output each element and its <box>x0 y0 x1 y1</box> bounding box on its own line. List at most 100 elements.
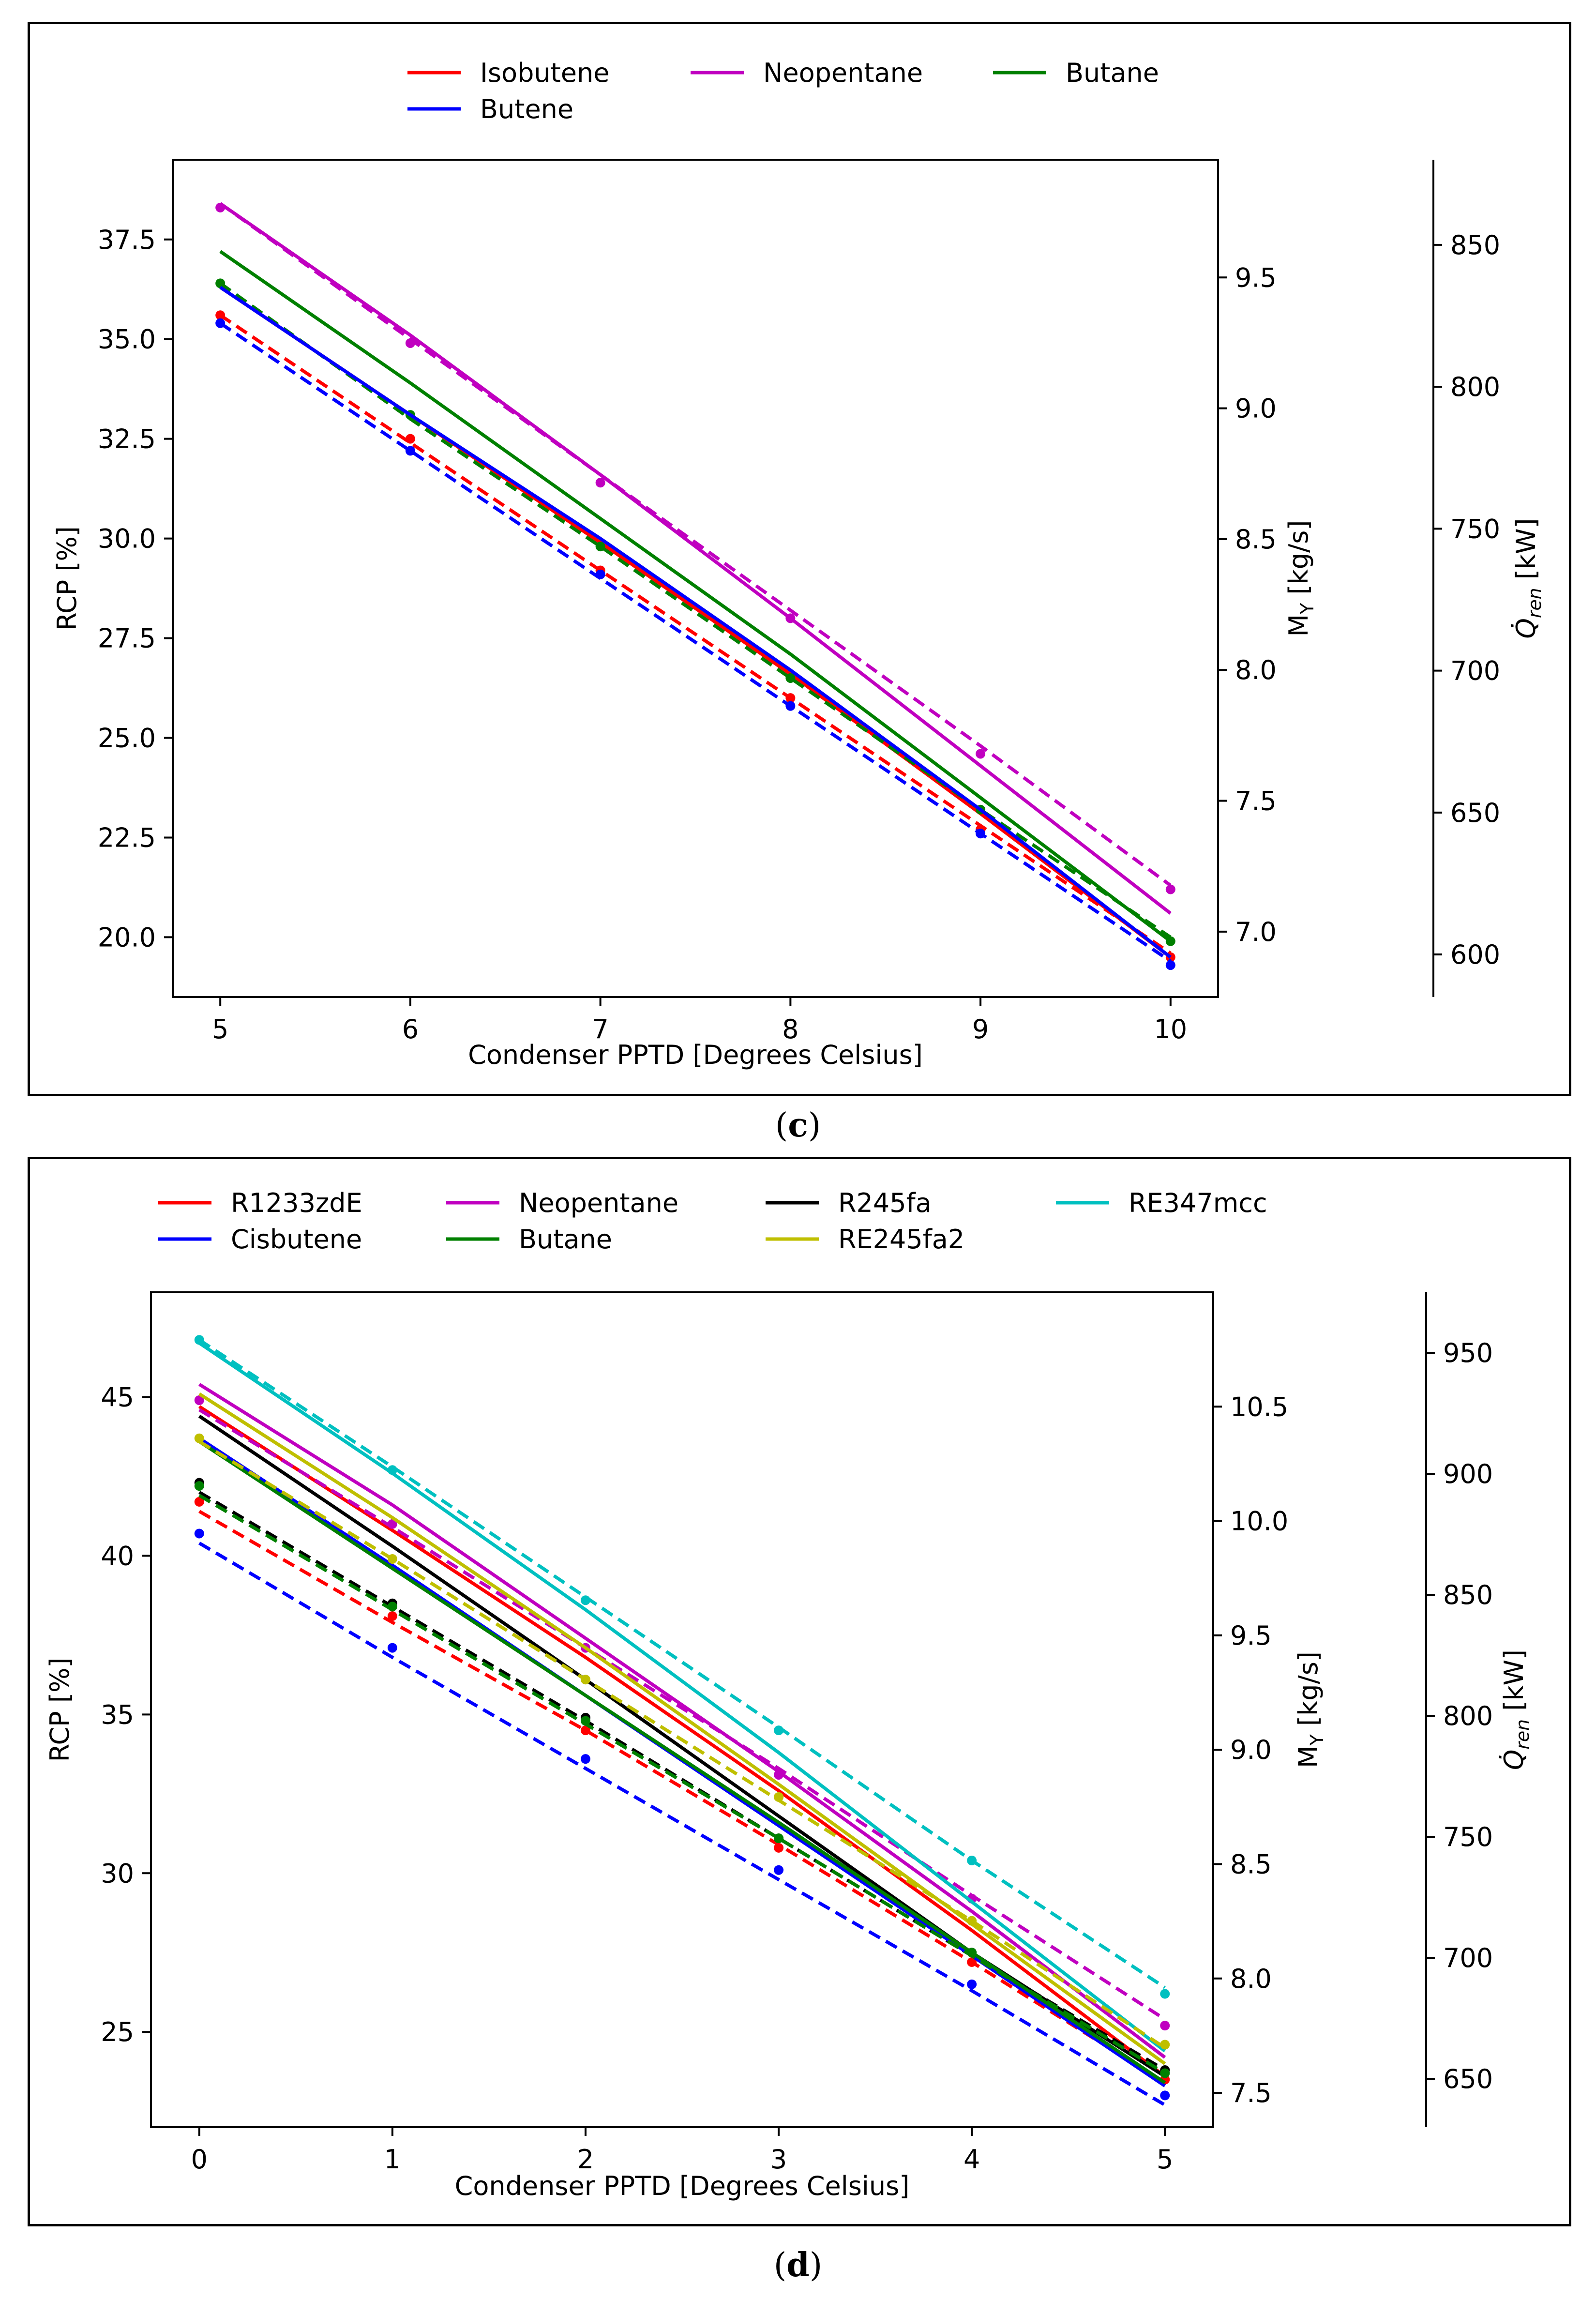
chart-svg-c: 5 6 7 8 9 10 20.0 22.5 25.0 27.5 30.0 32.5 35.0 37.5 7… <box>52 58 1545 1070</box>
y3-axis-label: Q̇ren [kW] <box>1511 518 1545 638</box>
x-tick-label: 4 <box>964 2144 980 2175</box>
data-point-r1233zde <box>580 1725 590 1736</box>
data-point-isobutene <box>405 434 415 444</box>
x-tick-label: 6 <box>402 1014 419 1044</box>
x-tick-label: 0 <box>191 2144 208 2175</box>
plot-area <box>215 202 1175 970</box>
panel-d-letter: d <box>786 2246 810 2284</box>
data-point-isobutene <box>785 693 796 703</box>
panel-c-letter: c <box>788 1106 808 1145</box>
y2-axis-label-main: M <box>1293 1745 1324 1768</box>
data-point-r1233zde <box>387 1611 397 1621</box>
legend-item-cisbutene: Cisbutene <box>158 1224 362 1255</box>
chart-svg-d: 0 1 2 3 4 525303540457.58.08.59.09.510.010.56… <box>45 1188 1533 2201</box>
y3-axis-label-main: Q̇ <box>1499 1750 1529 1770</box>
plot-frame <box>150 1291 1214 2128</box>
legend-label: Butane <box>519 1224 612 1255</box>
y2-tick-label: 9.0 <box>1230 1735 1272 1765</box>
data-point-neopentane <box>774 1770 784 1780</box>
y2-tick-label: 9.5 <box>1230 1620 1272 1651</box>
data-point-re347mcc <box>580 1595 590 1605</box>
legend-item-neopentane: Neopentane <box>446 1188 678 1218</box>
y3-tick-label: 850 <box>1450 230 1500 260</box>
data-point-neopentane <box>215 202 226 212</box>
x-tick-label: 5 <box>212 1014 228 1044</box>
y2-tick-label: 10.5 <box>1230 1392 1288 1422</box>
y-tick-label: 30 <box>101 1858 134 1889</box>
panel-c-caption: (c) <box>775 1106 821 1145</box>
y-tick-label: 45 <box>101 1382 134 1412</box>
legend-item-butane: Butane <box>993 58 1159 88</box>
y-tick-label: 25 <box>101 2017 134 2047</box>
x-tick-label: 7 <box>592 1014 608 1044</box>
data-point-neopentane <box>405 338 415 348</box>
series-solid-line-butane <box>198 1440 1166 2085</box>
series-solid-line-butene <box>219 286 1172 959</box>
y3-tick-label: 650 <box>1450 798 1500 828</box>
y2-axis-label-main: M <box>1283 614 1314 637</box>
y3-tick-label: 700 <box>1450 656 1500 686</box>
series-solid-line-neopentane <box>219 202 1172 915</box>
x-tick-label: 8 <box>782 1014 798 1044</box>
data-point-butene <box>405 446 415 456</box>
data-point-neopentane <box>1165 884 1175 894</box>
y-tick-label: 32.5 <box>98 424 156 454</box>
y-axis-label: RCP [%] <box>45 1658 75 1762</box>
data-point-isobutene <box>215 310 226 320</box>
y2-tick-label: 10.0 <box>1230 1506 1288 1537</box>
series-dashed-line-butene <box>219 321 1172 963</box>
data-point-cisbutene <box>774 1865 784 1875</box>
y-tick-label: 22.5 <box>98 822 156 853</box>
y3-tick-label: 800 <box>1450 372 1500 402</box>
legend-item-isobutene: Isobutene <box>407 58 609 88</box>
data-point-butane <box>580 1716 590 1726</box>
y2-axis-label: MY [kg/s] <box>1293 1651 1327 1768</box>
data-point-re347mcc <box>774 1725 784 1736</box>
data-point-butane <box>194 1481 204 1491</box>
y-tick-label: 35.0 <box>98 324 156 355</box>
series-dashed-line-r1233zde <box>198 1510 1166 2085</box>
plot-frame <box>172 159 1219 998</box>
data-point-butene <box>976 829 986 839</box>
data-point-neopentane <box>1160 2021 1170 2031</box>
data-point-r1233zde <box>194 1497 204 1507</box>
data-point-cisbutene <box>967 1979 977 1989</box>
y3-axis-label-sub: ren <box>1512 1719 1533 1750</box>
y-tick-label: 20.0 <box>98 922 156 953</box>
y2-axis-label-sub: Y <box>1296 603 1318 615</box>
y-tick-label: 40 <box>101 1541 134 1571</box>
y3-axis-label-sub: ren <box>1524 588 1545 618</box>
legend-label: RE245fa2 <box>838 1224 964 1255</box>
y3-tick-label: 700 <box>1443 1943 1493 1973</box>
y3-tick-label: 600 <box>1450 939 1500 970</box>
data-point-cisbutene <box>387 1643 397 1653</box>
x-tick-label: 1 <box>384 2144 401 2175</box>
data-point-neopentane <box>194 1395 204 1406</box>
legend-item-r245fa: R245fa <box>766 1188 932 1218</box>
legend-label: RE347mcc <box>1129 1188 1267 1218</box>
y2-tick-label: 7.0 <box>1235 917 1277 947</box>
data-point-butane <box>785 673 796 683</box>
series-solid-line-neopentane <box>198 1383 1166 2059</box>
y-tick-label: 30.0 <box>98 524 156 554</box>
data-point-butane <box>774 1833 784 1844</box>
series-solid-line-re347mcc <box>198 1341 1166 2053</box>
y2-tick-label: 9.5 <box>1235 262 1277 293</box>
series-dashed-line-cisbutene <box>198 1542 1166 2107</box>
series-dashed-line-re347mcc <box>198 1338 1166 1989</box>
legend-item-butane: Butane <box>446 1224 612 1255</box>
data-point-re245fa2 <box>774 1792 784 1802</box>
y-tick-label: 25.0 <box>98 723 156 754</box>
x-tick-label: 5 <box>1157 2144 1173 2175</box>
y3-axis-label-unit: [kW] <box>1511 518 1541 588</box>
series-dashed-line-neopentane <box>219 202 1172 887</box>
x-axis-label: Condenser PPTD [Degrees Celsius] <box>455 2171 910 2201</box>
y2-tick-label: 9.0 <box>1235 393 1277 424</box>
x-axis-label: Condenser PPTD [Degrees Celsius] <box>468 1040 923 1070</box>
series-solid-line-butane <box>219 250 1172 943</box>
legend-item-re245fa2: RE245fa2 <box>766 1224 964 1255</box>
data-point-r1233zde <box>774 1843 784 1853</box>
plot-area <box>194 1335 1170 2107</box>
legend-label: R1233zdE <box>231 1188 362 1218</box>
y-tick-label: 27.5 <box>98 623 156 654</box>
